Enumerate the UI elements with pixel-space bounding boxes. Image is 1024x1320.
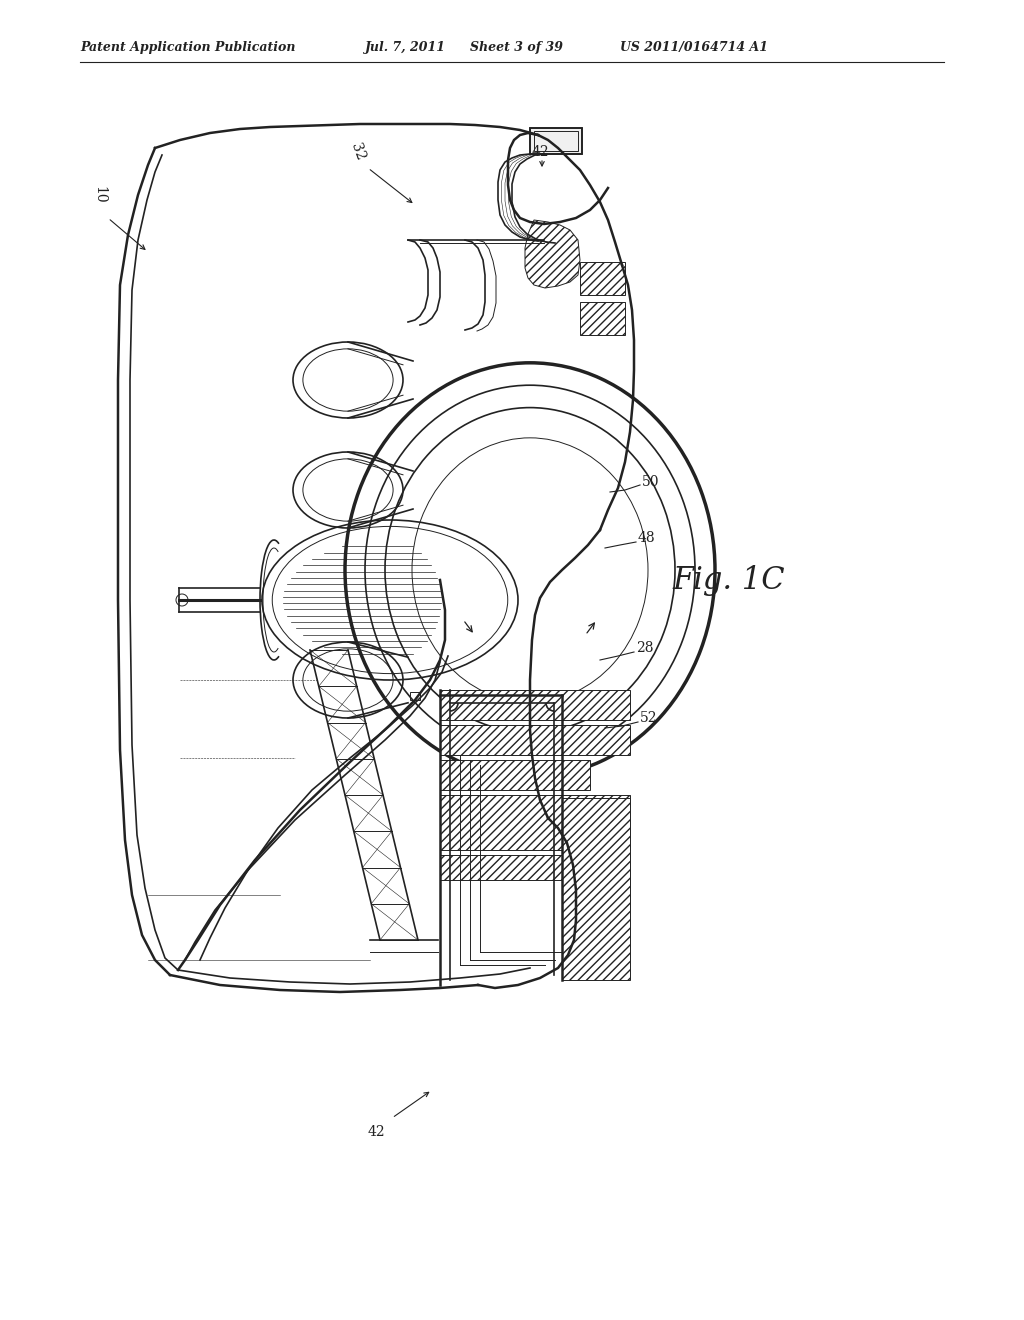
Text: 42: 42 — [532, 145, 550, 158]
Text: 50: 50 — [642, 475, 659, 488]
Polygon shape — [440, 760, 590, 789]
Text: 48: 48 — [638, 531, 655, 545]
Bar — [534, 131, 578, 150]
Bar — [530, 128, 582, 154]
Text: Jul. 7, 2011: Jul. 7, 2011 — [365, 41, 446, 54]
Text: 28: 28 — [636, 642, 653, 655]
Bar — [530, 128, 582, 154]
Polygon shape — [440, 795, 630, 850]
Text: Patent Application Publication: Patent Application Publication — [80, 41, 296, 54]
Polygon shape — [440, 855, 630, 909]
Polygon shape — [440, 725, 630, 755]
Text: 32: 32 — [348, 141, 368, 162]
Polygon shape — [562, 799, 630, 979]
Text: US 2011/0164714 A1: US 2011/0164714 A1 — [620, 41, 768, 54]
Text: 52: 52 — [640, 711, 657, 725]
Text: Fig. 1C: Fig. 1C — [672, 565, 784, 595]
Text: Sheet 3 of 39: Sheet 3 of 39 — [470, 41, 563, 54]
Bar — [410, 692, 420, 700]
Polygon shape — [525, 220, 580, 288]
Polygon shape — [440, 690, 630, 719]
Text: 42: 42 — [368, 1125, 386, 1139]
Polygon shape — [580, 302, 625, 335]
Text: 10: 10 — [92, 186, 106, 203]
Polygon shape — [580, 261, 625, 294]
